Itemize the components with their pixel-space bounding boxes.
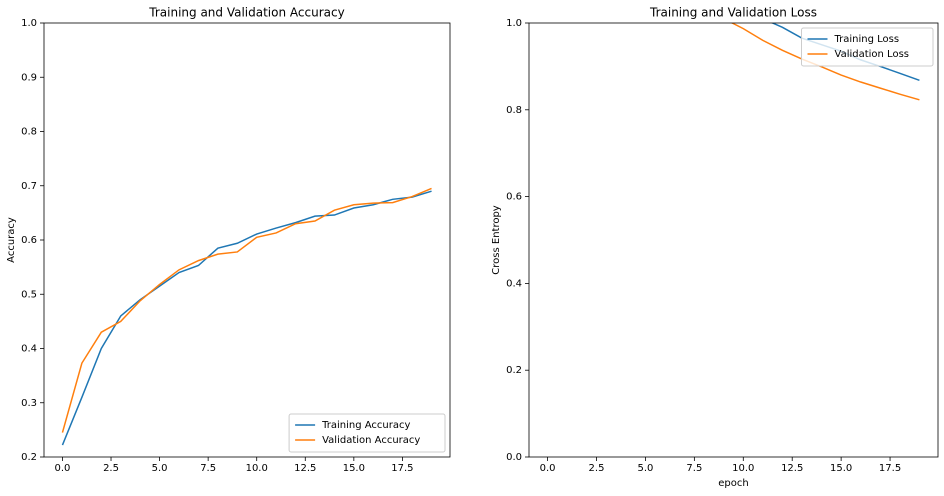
x-tick-label: 5.0 xyxy=(152,463,168,474)
x-tick-label: 10.0 xyxy=(246,463,268,474)
y-tick-label: 0.7 xyxy=(21,181,37,192)
x-tick-label: 17.5 xyxy=(879,463,901,474)
y-tick-label: 0.4 xyxy=(21,344,37,355)
y-tick-label: 0.0 xyxy=(506,452,522,463)
x-tick-label: 10.0 xyxy=(732,463,754,474)
y-tick-label: 0.6 xyxy=(21,235,37,246)
y-tick-label: 0.9 xyxy=(21,72,37,83)
x-axis-label: epoch xyxy=(718,478,748,489)
y-tick-label: 0.8 xyxy=(21,127,37,138)
plot-lines xyxy=(61,187,432,446)
y-tick-label: 0.4 xyxy=(506,278,522,289)
x-tick-label: 12.5 xyxy=(781,463,803,474)
y-tick-label: 0.3 xyxy=(21,398,37,409)
x-tick-label: 17.5 xyxy=(391,463,413,474)
chart-title: Training and Validation Accuracy xyxy=(148,6,344,20)
y-tick-label: 0.6 xyxy=(506,192,522,203)
x-tick-label: 7.5 xyxy=(200,463,216,474)
chart-title: Training and Validation Loss xyxy=(649,6,817,20)
y-axis-label: Accuracy xyxy=(6,217,17,263)
series-line xyxy=(61,187,432,433)
x-tick-label: 12.5 xyxy=(294,463,316,474)
legend-label: Validation Loss xyxy=(835,49,910,60)
x-tick-label: 5.0 xyxy=(637,463,653,474)
series-line xyxy=(61,190,432,446)
y-tick-label: 0.2 xyxy=(21,452,37,463)
x-tick-label: 2.5 xyxy=(589,463,605,474)
y-tick-label: 1.0 xyxy=(21,18,37,29)
x-tick-label: 15.0 xyxy=(343,463,365,474)
legend-box xyxy=(801,27,934,67)
y-tick-label: 1.0 xyxy=(506,18,522,29)
x-tick-label: 0.0 xyxy=(55,463,71,474)
y-tick-label: 0.8 xyxy=(506,105,522,116)
legend-label: Training Accuracy xyxy=(321,420,410,431)
legend-box xyxy=(288,413,446,453)
y-axis-label: Cross Entropy xyxy=(491,205,502,275)
x-tick-label: 7.5 xyxy=(686,463,702,474)
x-tick-label: 0.0 xyxy=(540,463,556,474)
axes-frame xyxy=(43,22,451,458)
y-tick-label: 0.2 xyxy=(506,365,522,376)
axes-frame xyxy=(528,22,939,458)
x-tick-label: 15.0 xyxy=(830,463,852,474)
legend-label: Training Loss xyxy=(834,34,900,45)
legend-label: Validation Accuracy xyxy=(322,435,420,446)
x-tick-label: 2.5 xyxy=(103,463,119,474)
series-line xyxy=(730,23,920,101)
y-tick-label: 0.5 xyxy=(21,289,37,300)
